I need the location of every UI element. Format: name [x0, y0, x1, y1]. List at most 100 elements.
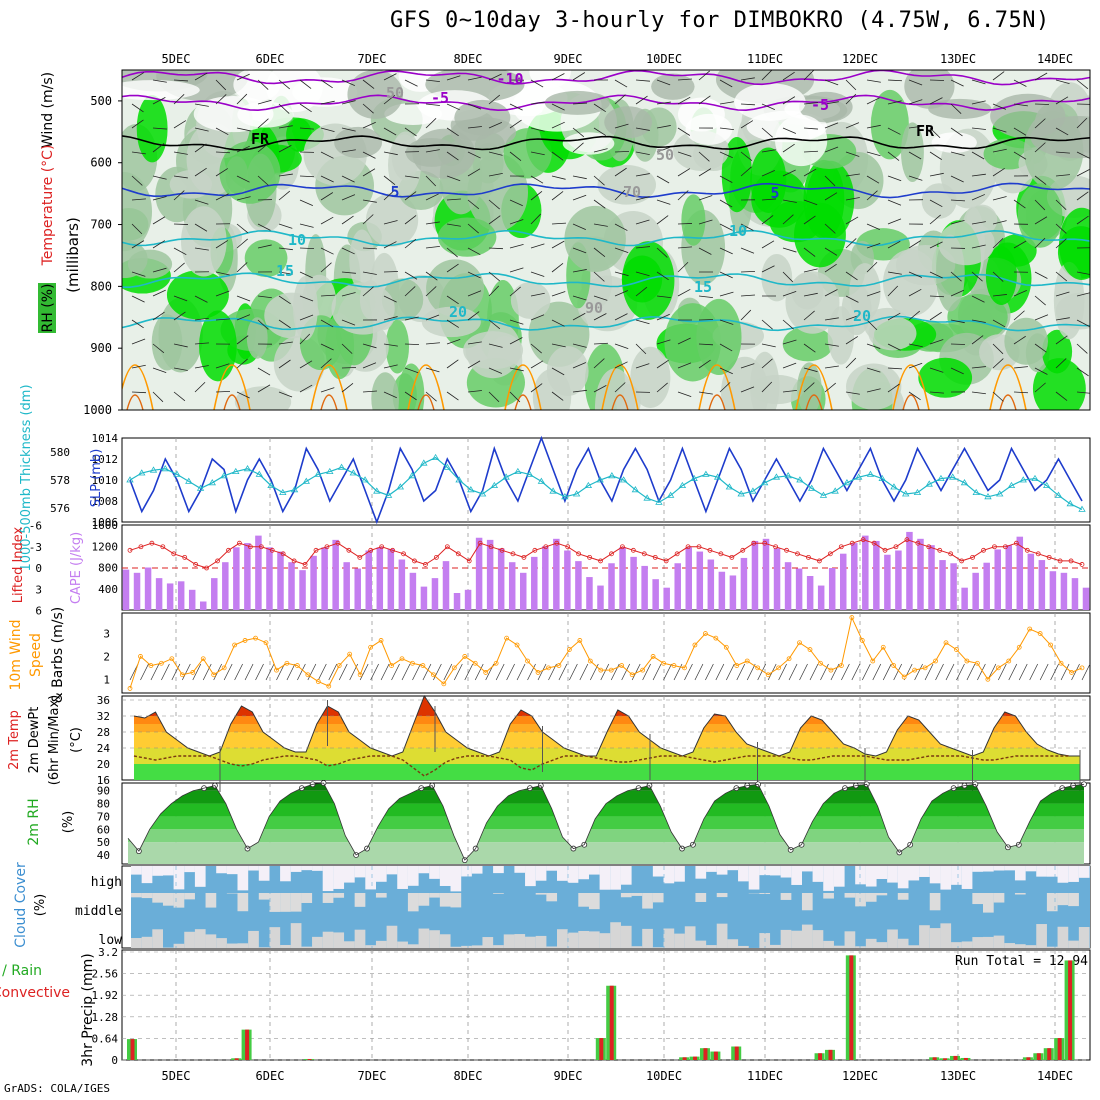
- cape-bar: [718, 571, 726, 610]
- wind-barb: [887, 367, 902, 370]
- temp-band: [134, 716, 1080, 724]
- cloud-high: [141, 866, 153, 884]
- wind-barb: [236, 238, 248, 249]
- wind-barb: [761, 149, 776, 153]
- cloud-low: [1046, 946, 1058, 948]
- wind-barb: [173, 343, 188, 348]
- cloud-high: [983, 866, 994, 872]
- cloud-high: [620, 866, 632, 885]
- temp-ytick: 16: [97, 774, 110, 787]
- rh-blob: [696, 298, 742, 376]
- wind-barb: [719, 319, 734, 325]
- cape-bar: [365, 550, 373, 610]
- cloud-mid: [620, 893, 632, 898]
- ylabel-slp: SLP (mb): [89, 449, 104, 508]
- wind10m-barb: [935, 663, 944, 681]
- thickness-ytick: 578: [50, 474, 70, 487]
- cloud-high: [280, 866, 291, 882]
- wind10m-barb: [820, 663, 829, 681]
- wind-barb: [299, 333, 311, 345]
- wind-barb: [971, 194, 986, 201]
- date-label-top: 11DEC: [747, 52, 783, 66]
- cape-ytick: 1200: [92, 540, 119, 553]
- cloud-low: [780, 929, 792, 948]
- precip-bar-convective: [245, 1029, 250, 1060]
- wind-barb: [362, 390, 377, 393]
- wind10m-barb: [1018, 663, 1028, 681]
- cloud-low: [131, 938, 142, 948]
- wind10m-barb: [977, 663, 986, 681]
- wind-barb: [908, 362, 923, 369]
- wind-barb: [908, 310, 921, 321]
- thickness-point: [784, 472, 792, 479]
- wind-barb: [446, 391, 459, 401]
- precip-ytick: 3.2: [98, 946, 118, 959]
- wind-barb: [383, 73, 397, 81]
- wind-barb: [1034, 343, 1047, 353]
- cloud-mid: [407, 893, 419, 912]
- wind-barb: [383, 343, 398, 347]
- li-point: [379, 544, 385, 550]
- wind-barb: [467, 76, 482, 81]
- cape-bar: [519, 572, 527, 610]
- wind10m-barb: [924, 663, 934, 681]
- cloud-low: [801, 924, 813, 948]
- li-point: [521, 554, 527, 560]
- rh-blob: [622, 241, 675, 320]
- wind-barb: [1055, 391, 1068, 401]
- cape-bar: [619, 547, 626, 610]
- cloud-high: [1046, 866, 1058, 877]
- cloud-high: [152, 866, 163, 876]
- wind-barb: [278, 103, 290, 114]
- cloud-low: [1068, 940, 1079, 948]
- li-point: [488, 544, 494, 550]
- wind-barb: [1034, 175, 1047, 185]
- wind-barb: [446, 223, 461, 227]
- wind-ytick: 2: [103, 650, 110, 663]
- wind-barb: [740, 247, 755, 254]
- cloud-high: [599, 866, 611, 890]
- wind10m-barb: [830, 663, 840, 681]
- cloud-high: [397, 866, 408, 889]
- cloud-mid: [418, 893, 430, 906]
- rh-blob: [782, 326, 834, 362]
- cape-bar: [696, 551, 704, 610]
- wind10m-point: [1079, 665, 1085, 671]
- cloud-high: [727, 866, 739, 871]
- wind-barb: [593, 247, 606, 258]
- wind-barb: [635, 319, 650, 325]
- wind-barb: [866, 367, 881, 373]
- thickness-point: [337, 463, 346, 470]
- wind-barb: [740, 363, 755, 369]
- cloud-mid: [429, 893, 440, 898]
- warm-contour: [504, 364, 542, 410]
- wind10m-barb: [956, 663, 965, 681]
- wind-barb: [1034, 216, 1048, 225]
- wind-barb: [551, 222, 566, 225]
- cape-bar: [277, 551, 284, 610]
- rh-band: [128, 829, 1084, 843]
- cape-bar: [431, 578, 439, 610]
- cloud-low: [983, 936, 994, 948]
- ylabel-precip: 3hr Precip (mm): [80, 953, 96, 1066]
- cape-bar: [784, 562, 792, 610]
- wind10m-barb: [778, 663, 787, 681]
- rh-blob: [604, 106, 653, 139]
- wind-barb: [467, 247, 481, 256]
- temp-band: [134, 696, 1080, 716]
- cloud-mid: [535, 893, 547, 895]
- wind-barb: [215, 240, 229, 249]
- wind-barb: [803, 310, 815, 321]
- li-point: [226, 547, 231, 553]
- warm-contour: [126, 394, 144, 410]
- cape-bar: [453, 593, 461, 610]
- wind10m-barb: [861, 663, 871, 681]
- wind-barb: [425, 367, 440, 373]
- wind-barb: [1013, 240, 1027, 249]
- warm-contour: [795, 364, 833, 410]
- wind-barb: [215, 363, 230, 369]
- cloud-mid: [897, 893, 909, 900]
- wind-barb: [299, 247, 315, 250]
- wind-barb: [824, 146, 839, 153]
- wind-barb: [845, 79, 857, 91]
